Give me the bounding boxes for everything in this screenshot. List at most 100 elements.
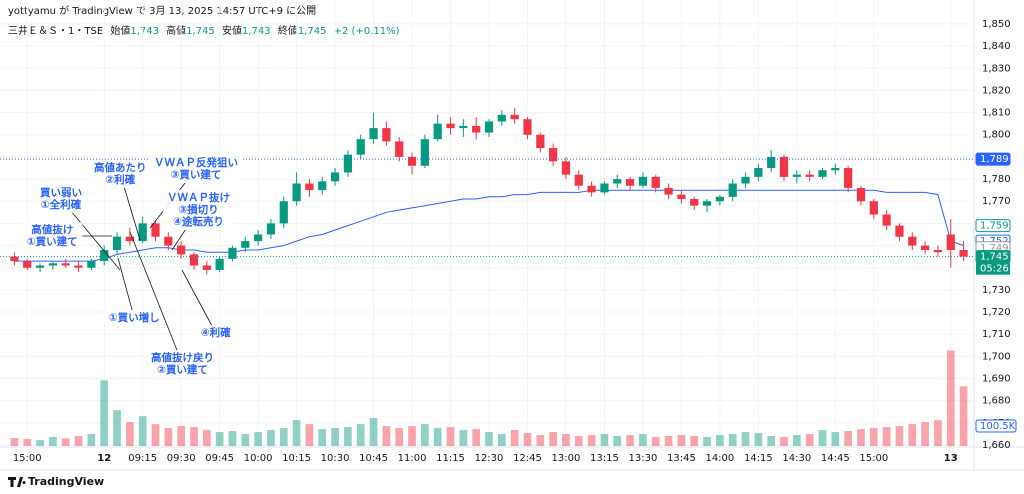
x-tick-label: 09:15 [128, 453, 157, 464]
candle-body [844, 167, 853, 188]
volume-bar [716, 435, 724, 446]
candle-body [523, 119, 532, 135]
x-tick-label: 12 [97, 453, 111, 464]
high: 1,745 [186, 26, 215, 37]
candle-body [459, 125, 468, 129]
candle-body [292, 183, 301, 202]
volume-bar [459, 430, 468, 446]
volume-bar [562, 434, 570, 446]
volume-bar [241, 434, 250, 446]
volume-bar [472, 429, 481, 446]
volume-bar [279, 428, 288, 446]
open: 1,743 [130, 26, 159, 37]
x-tick-label: 14:00 [705, 453, 734, 464]
countdown-box [976, 262, 1010, 275]
volume-bar [639, 434, 647, 446]
candle-body [933, 249, 943, 253]
x-tick-label: 13:30 [629, 453, 658, 464]
volume-label: 100.5K [980, 421, 1016, 432]
candle-body [382, 128, 391, 142]
candle-body [895, 225, 904, 237]
price-label-box [975, 219, 1011, 233]
volume-bar [741, 432, 750, 446]
x-tick-label: 10:45 [359, 453, 388, 464]
candle-body [946, 234, 955, 250]
candle-body [882, 214, 891, 226]
x-tick-label: 09:30 [167, 453, 196, 464]
x-tick-label: 14:30 [782, 453, 811, 464]
candle-body [638, 176, 648, 186]
candle-body [446, 123, 455, 129]
countdown: 05:26 [980, 264, 1009, 275]
candle-body [625, 179, 635, 186]
high-label: 高値 [166, 24, 186, 37]
candle-body [420, 139, 429, 166]
candle-body [241, 241, 250, 248]
volume-bar [23, 439, 32, 446]
candle-body [215, 258, 224, 270]
y-tick-label: 1,730 [982, 285, 1011, 296]
volume-bar [408, 426, 416, 446]
annotation-pointer [117, 257, 135, 319]
candle-body [369, 128, 378, 140]
annotation-text: ①買い増し [109, 311, 160, 324]
candle-body [407, 156, 417, 166]
volume-bar [74, 436, 83, 446]
x-tick-label: 14:15 [744, 453, 773, 464]
x-tick-label: 13:45 [667, 453, 696, 464]
volume-bar [254, 432, 262, 446]
low-label: 安値 [222, 24, 242, 37]
candle-body [177, 245, 186, 255]
candle-body [702, 201, 712, 206]
candle-body [189, 254, 199, 266]
y-tick-label: 1,800 [982, 130, 1011, 141]
volume-bar [497, 434, 506, 446]
candle-body [613, 179, 622, 184]
volume-bar [421, 424, 429, 446]
annotation-text: ②利確 [105, 173, 135, 186]
y-tick-label: 1,770 [982, 196, 1011, 207]
volume-bar [690, 436, 699, 446]
tradingview-logo: TradingView [8, 475, 104, 488]
volume-bar [395, 428, 404, 446]
candle-body [138, 223, 147, 242]
annotation-box [90, 160, 151, 188]
candle-body [112, 236, 122, 250]
candle-body [600, 183, 609, 193]
candle-body [23, 261, 32, 268]
candle-body [10, 256, 19, 262]
price-label: 1,749 [980, 243, 1009, 254]
candle-body [433, 123, 442, 140]
volume-bar [305, 424, 314, 446]
candle-body [343, 154, 353, 173]
volume-bar [767, 436, 776, 446]
annotation-text: ④利確 [201, 326, 231, 339]
volume-bar [485, 432, 493, 446]
volume-bar [895, 426, 904, 446]
volume-bar [267, 430, 275, 446]
annotation-text: ①買い建て [27, 235, 78, 248]
volume-bar [164, 428, 173, 446]
candle-body [318, 181, 327, 191]
x-tick-label: 13 [944, 453, 958, 464]
candle-body [856, 187, 866, 202]
volume-bar [857, 429, 865, 446]
volume-bar [49, 437, 57, 446]
annotation-box [196, 325, 236, 341]
annotation-text: ①全利確 [41, 198, 82, 211]
volume-bar [844, 431, 852, 446]
annotation-text: ④途転売り [173, 215, 224, 228]
volume-bar [344, 427, 352, 446]
candle-body [100, 249, 109, 262]
candle-body [536, 134, 545, 149]
candle-body [908, 236, 917, 246]
volume-bar [113, 410, 121, 446]
volume-bar [61, 438, 70, 446]
volume-bar [959, 386, 968, 446]
candle-body [48, 263, 57, 266]
volume-bar [228, 431, 237, 446]
y-tick-label: 1,850 [982, 19, 1011, 30]
candle-body [651, 176, 660, 188]
